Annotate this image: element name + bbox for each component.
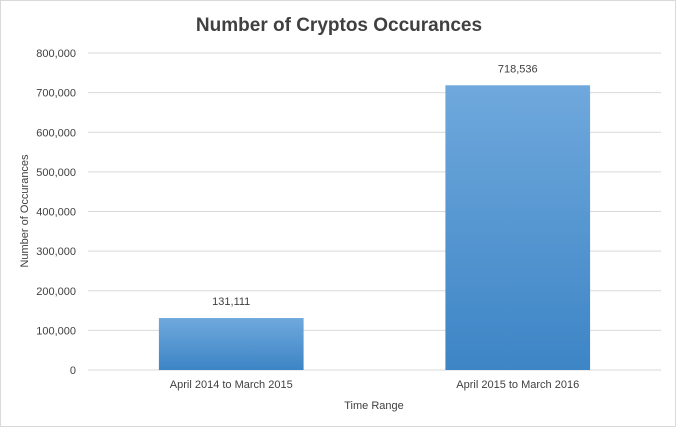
y-tick-label: 600,000 [36,127,76,139]
data-label: 718,536 [498,63,538,75]
data-label: 131,111 [212,296,250,308]
y-tick-label: 200,000 [36,286,76,298]
x-axis-title: Time Range [344,400,404,412]
y-tick-label: 800,000 [36,48,76,60]
x-tick-labels: April 2014 to March 2015 April 2015 to Ma… [170,379,579,391]
y-tick-labels: 0 100,000 200,000 300,000 400,000 500,000 600,… [36,48,76,377]
y-tick-label: 400,000 [36,207,76,219]
y-tick-label: 700,000 [36,88,76,100]
bar [158,318,304,370]
x-tick-label: April 2014 to March 2015 [170,379,293,391]
x-tick-label: April 2015 to March 2016 [456,379,579,391]
y-tick-label: 0 [70,365,76,377]
y-tick-label: 300,000 [36,246,76,258]
data-labels: 131,111 718,536 [212,63,537,308]
bars [158,85,591,370]
y-axis-title: Number of Occurances [19,154,31,268]
y-tick-label: 500,000 [36,167,76,179]
bar [445,85,591,370]
y-tick-label: 100,000 [36,325,76,337]
chart-title: Number of Cryptos Occurances [196,15,482,36]
